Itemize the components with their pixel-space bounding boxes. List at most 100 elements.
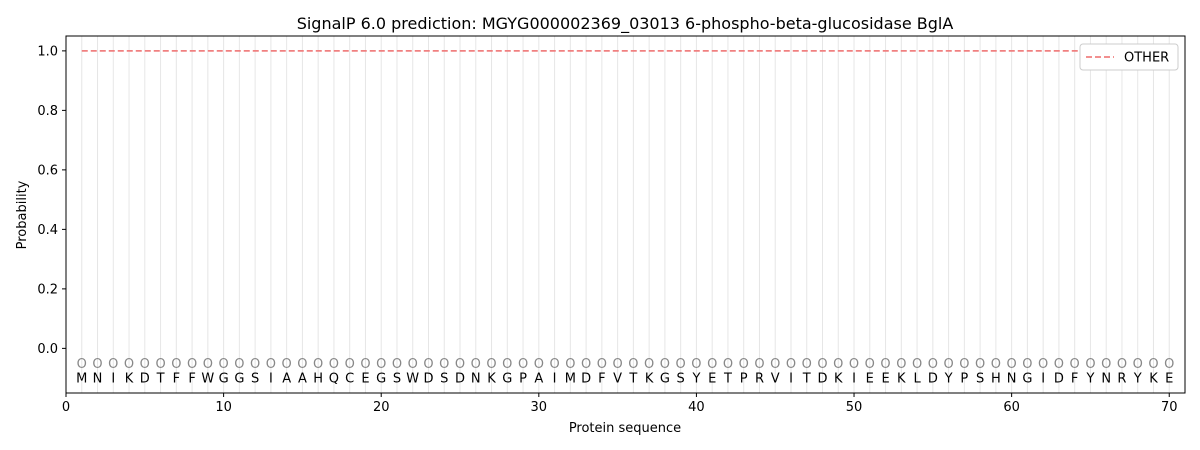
region-label: O [912, 357, 922, 372]
region-label: O [266, 357, 276, 372]
region-label: O [77, 357, 87, 372]
y-ticks: 0.0 0.2 0.4 0.6 0.8 1.0 [37, 44, 66, 357]
residue-label: E [708, 372, 716, 387]
y-axis-label: Probability [15, 180, 30, 249]
residue-label: V [771, 372, 780, 387]
region-label: O [92, 357, 102, 372]
region-label: O [1085, 357, 1095, 372]
region-label: O [392, 357, 402, 372]
y-tick-label: 0.6 [37, 163, 58, 178]
residue-label: D [928, 372, 938, 387]
region-label: O [408, 357, 418, 372]
y-tick-label: 0.4 [37, 223, 58, 238]
residue-label: A [282, 372, 291, 387]
residue-label: Q [329, 372, 339, 387]
residue-label: Y [691, 372, 700, 387]
residue-label: N [1007, 372, 1017, 387]
region-label: O [187, 357, 197, 372]
region-label: O [880, 357, 890, 372]
region-label: O [1101, 357, 1111, 372]
residue-label: E [881, 372, 889, 387]
region-label: O [1164, 357, 1174, 372]
residue-label: T [802, 372, 811, 387]
region-label: O [849, 357, 859, 372]
residue-label: S [677, 372, 685, 387]
residue-label: S [251, 372, 259, 387]
residue-label: K [1149, 372, 1158, 387]
region-label: O [455, 357, 465, 372]
region-label: O [486, 357, 496, 372]
region-label: O [1038, 357, 1048, 372]
residue-label: W [201, 372, 214, 387]
region-label: O [754, 357, 764, 372]
region-label: O [1117, 357, 1127, 372]
y-tick-label: 1.0 [37, 44, 58, 59]
region-label: O [865, 357, 875, 372]
region-label: O [108, 357, 118, 372]
residue-label: T [723, 372, 732, 387]
residue-label: D [581, 372, 591, 387]
residue-label: L [913, 372, 921, 387]
residue-label: E [1165, 372, 1173, 387]
y-tick-label: 0.0 [37, 342, 58, 357]
region-label: O [833, 357, 843, 372]
residue-label: N [471, 372, 481, 387]
residue-label: V [613, 372, 622, 387]
region-label: O [313, 357, 323, 372]
residue-label: M [565, 372, 576, 387]
residue-label: F [188, 372, 195, 387]
region-label: O [943, 357, 953, 372]
residue-label: S [976, 372, 984, 387]
residue-label: T [628, 372, 637, 387]
chart-title: SignalP 6.0 prediction: MGYG000002369_03… [297, 14, 954, 34]
residue-label: F [1071, 372, 1078, 387]
region-label: O [676, 357, 686, 372]
residue-label: G [502, 372, 512, 387]
residue-label: A [298, 372, 307, 387]
region-label: O [691, 357, 701, 372]
region-label: O [234, 357, 244, 372]
residue-label: G [234, 372, 244, 387]
region-label: O [423, 357, 433, 372]
x-tick-label: 0 [62, 400, 70, 415]
x-tick-label: 70 [1161, 400, 1178, 415]
residue-label: F [598, 372, 605, 387]
x-tick-label: 20 [373, 400, 390, 415]
region-label: O [628, 357, 638, 372]
residue-label: D [140, 372, 150, 387]
region-label: O [597, 357, 607, 372]
residue-label: C [345, 372, 354, 387]
legend-label-other: OTHER [1124, 51, 1169, 66]
residue-label: K [125, 372, 134, 387]
residue-label: D [455, 372, 465, 387]
residue-label: I [269, 372, 273, 387]
residue-label: A [534, 372, 543, 387]
y-tick-label: 0.8 [37, 104, 58, 119]
residue-label: P [960, 372, 968, 387]
residue-label: F [173, 372, 180, 387]
region-label: O [1148, 357, 1158, 372]
plot-data: OMONOIOKODOTOFOFOWOGOGOSOIOAOAOHOQOCOEOG… [76, 49, 1174, 387]
y-tick-label: 0.2 [37, 282, 58, 297]
region-label: O [282, 357, 292, 372]
residue-label: N [1101, 372, 1111, 387]
residue-label: S [440, 372, 448, 387]
region-label: O [329, 357, 339, 372]
residue-label: K [834, 372, 843, 387]
region-label: O [660, 357, 670, 372]
x-axis-label: Protein sequence [569, 421, 681, 436]
region-label: O [739, 357, 749, 372]
residue-label: D [817, 372, 827, 387]
region-label: O [171, 357, 181, 372]
legend: OTHER [1079, 43, 1179, 71]
residue-label: G [219, 372, 229, 387]
residue-label: T [156, 372, 165, 387]
region-label: O [360, 357, 370, 372]
residue-label: E [866, 372, 874, 387]
region-label: O [581, 357, 591, 372]
residue-label: I [852, 372, 856, 387]
residue-label: Y [944, 372, 953, 387]
residue-label: P [740, 372, 748, 387]
residue-label: R [1117, 372, 1126, 387]
